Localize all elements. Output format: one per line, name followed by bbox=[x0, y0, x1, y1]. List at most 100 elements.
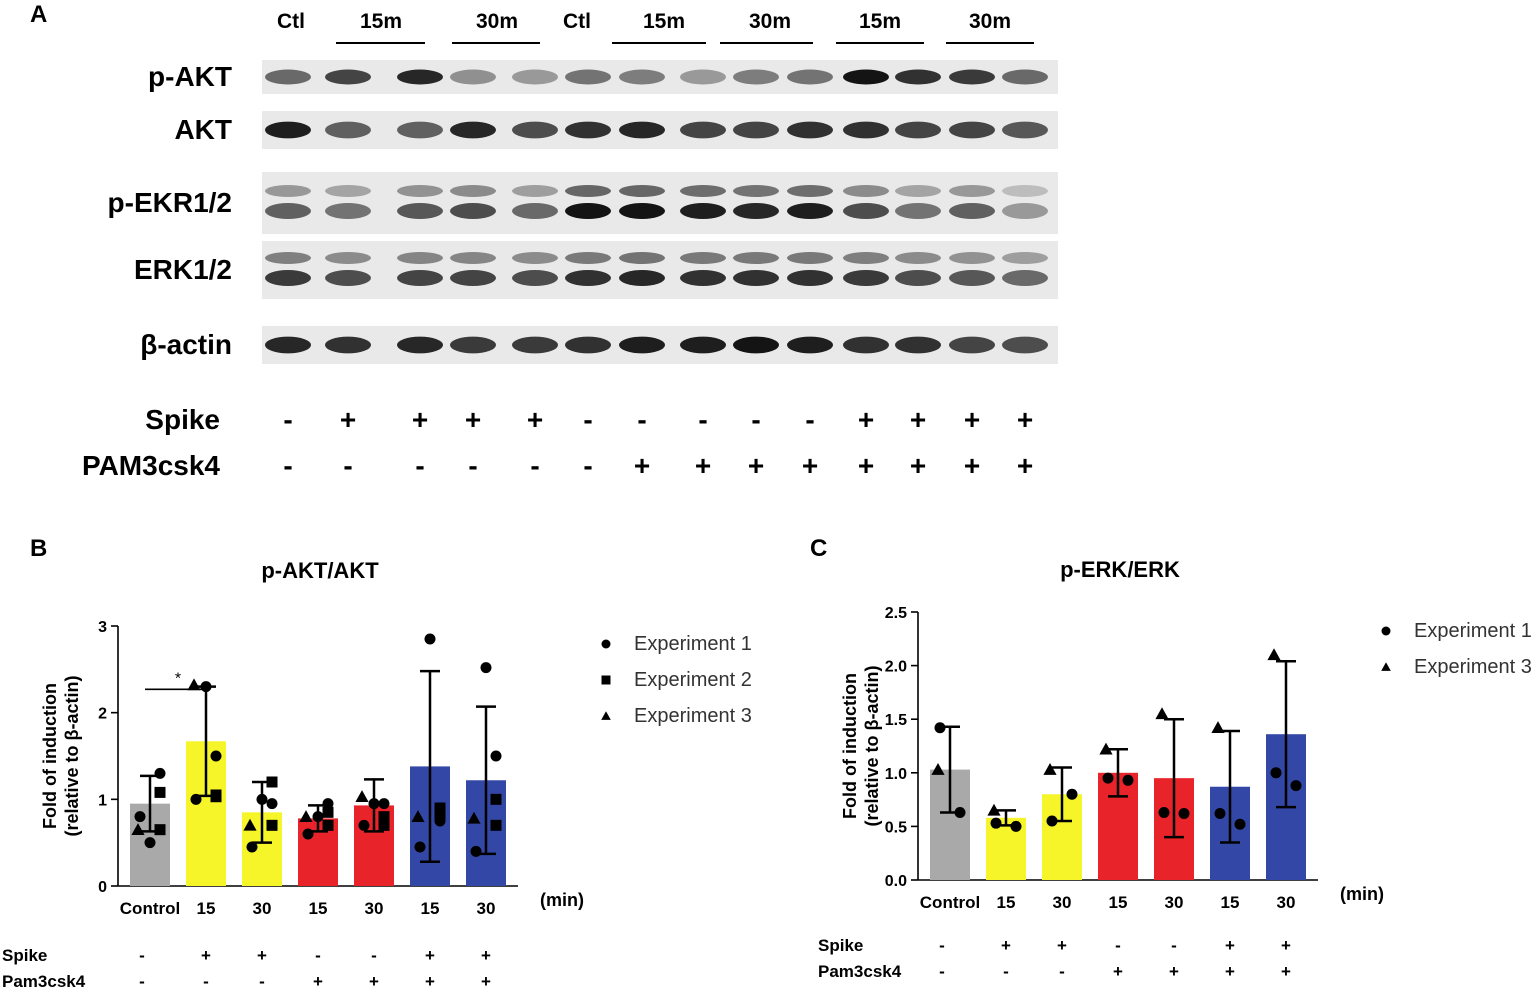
data-point-circle bbox=[490, 750, 502, 762]
legend-label: Experiment 3 bbox=[634, 705, 752, 727]
data-point-triangle bbox=[467, 811, 481, 824]
blot-band bbox=[787, 185, 833, 197]
blot-band bbox=[895, 185, 941, 197]
treatment-sign: - bbox=[415, 450, 424, 481]
blot-band bbox=[787, 203, 833, 219]
treatment-sign: - bbox=[283, 450, 292, 481]
blot-band bbox=[325, 203, 371, 219]
blot-band bbox=[397, 203, 443, 219]
data-point-circle bbox=[200, 681, 212, 693]
data-point-circle bbox=[134, 811, 146, 823]
data-point-square bbox=[434, 811, 446, 823]
data-point-triangle bbox=[187, 678, 201, 691]
treatment-sign: - bbox=[259, 972, 265, 991]
data-point-triangle bbox=[1381, 662, 1391, 671]
blot-band bbox=[619, 203, 665, 219]
treatment-sign: - bbox=[637, 404, 646, 435]
data-point-triangle bbox=[299, 810, 313, 822]
x-unit-label: (min) bbox=[1340, 884, 1384, 904]
blot-band bbox=[733, 185, 779, 197]
treatment-sign: + bbox=[910, 404, 926, 435]
treatment-sign: + bbox=[1169, 962, 1179, 981]
y-axis-label-line2: (relative to β-actin) bbox=[62, 675, 82, 836]
blot-band bbox=[397, 270, 443, 286]
blot-band bbox=[619, 252, 665, 264]
blot-row-label: AKT bbox=[174, 114, 232, 145]
data-point-circle bbox=[954, 806, 966, 818]
data-point-triangle bbox=[1155, 707, 1169, 720]
blot-band bbox=[733, 336, 779, 354]
data-point-circle bbox=[424, 633, 436, 645]
blot-band bbox=[733, 270, 779, 286]
blot-band bbox=[733, 252, 779, 264]
blot-band bbox=[265, 336, 311, 354]
blot-band bbox=[1002, 185, 1048, 197]
blot-band bbox=[565, 69, 611, 85]
blot-band bbox=[787, 69, 833, 85]
blot-band bbox=[565, 185, 611, 197]
data-point-triangle bbox=[987, 803, 1001, 816]
treatment-sign: - bbox=[583, 404, 592, 435]
blot-band bbox=[265, 121, 311, 139]
data-point-square bbox=[210, 789, 222, 801]
treatment-sign: + bbox=[1057, 936, 1067, 955]
treatment-sign: + bbox=[425, 972, 435, 991]
x-tick-label: 15 bbox=[1221, 893, 1240, 912]
data-point-circle bbox=[322, 798, 334, 810]
treatment-sign: - bbox=[139, 972, 145, 991]
treatment-sign: - bbox=[468, 450, 477, 481]
blot-band bbox=[265, 69, 311, 85]
treatment-sign: - bbox=[751, 404, 760, 435]
y-axis-label-line1: Fold of induction bbox=[40, 683, 60, 829]
treatment-sign: + bbox=[481, 972, 491, 991]
blot-band bbox=[949, 121, 995, 139]
treatment-label: Spike bbox=[145, 404, 220, 435]
treatment-sign: + bbox=[910, 450, 926, 481]
blot-band bbox=[512, 252, 558, 264]
data-point-circle bbox=[358, 819, 370, 831]
blot-band bbox=[397, 121, 443, 139]
blot-row-label: β-actin bbox=[140, 329, 232, 360]
blot-row-label: ERK1/2 bbox=[134, 254, 232, 285]
blot-band bbox=[565, 203, 611, 219]
data-point-circle bbox=[368, 798, 380, 810]
blot-band bbox=[325, 121, 371, 139]
data-point-circle bbox=[144, 837, 156, 849]
blot-band bbox=[565, 336, 611, 354]
blot-band bbox=[450, 336, 496, 354]
blot-band bbox=[325, 252, 371, 264]
data-point-triangle bbox=[1211, 721, 1225, 734]
treatment-label: Pam3csk4 bbox=[818, 962, 902, 981]
x-tick-label: 30 bbox=[1053, 893, 1072, 912]
treatment-sign: + bbox=[1017, 404, 1033, 435]
blot-band bbox=[619, 121, 665, 139]
data-point-circle bbox=[210, 750, 222, 762]
lane-header: 15m bbox=[643, 10, 685, 33]
treatment-sign: - bbox=[343, 450, 352, 481]
blot-band bbox=[680, 121, 726, 139]
blot-row-label: p-AKT bbox=[148, 61, 232, 92]
data-point-circle bbox=[1270, 767, 1282, 779]
blot-band bbox=[843, 69, 889, 85]
blot-band bbox=[619, 185, 665, 197]
blot-band bbox=[619, 336, 665, 354]
data-point-circle bbox=[480, 662, 492, 674]
treatment-label: Pam3csk4 bbox=[2, 972, 86, 991]
blot-band bbox=[325, 270, 371, 286]
data-point-circle bbox=[1178, 808, 1190, 820]
panel-label-a: A bbox=[30, 1, 47, 28]
blot-band bbox=[895, 336, 941, 354]
blot-band bbox=[450, 270, 496, 286]
blot-band bbox=[787, 270, 833, 286]
blot-band bbox=[949, 69, 995, 85]
blot-band bbox=[565, 121, 611, 139]
x-tick-label: Control bbox=[920, 893, 980, 912]
data-point-square bbox=[434, 802, 446, 814]
significance-star: * bbox=[175, 671, 181, 688]
western-blot-panel: Ctl 15m 30m Ctl 15m 30m 15m 30m p-AKT AKT p-EKR1/2… bbox=[82, 10, 1058, 481]
treatment-label: PAM3csk4 bbox=[82, 450, 220, 481]
blot-band bbox=[949, 203, 995, 219]
treatment-sign: + bbox=[527, 404, 543, 435]
treatment-label: Spike bbox=[2, 946, 47, 965]
data-point-triangle bbox=[931, 762, 945, 775]
